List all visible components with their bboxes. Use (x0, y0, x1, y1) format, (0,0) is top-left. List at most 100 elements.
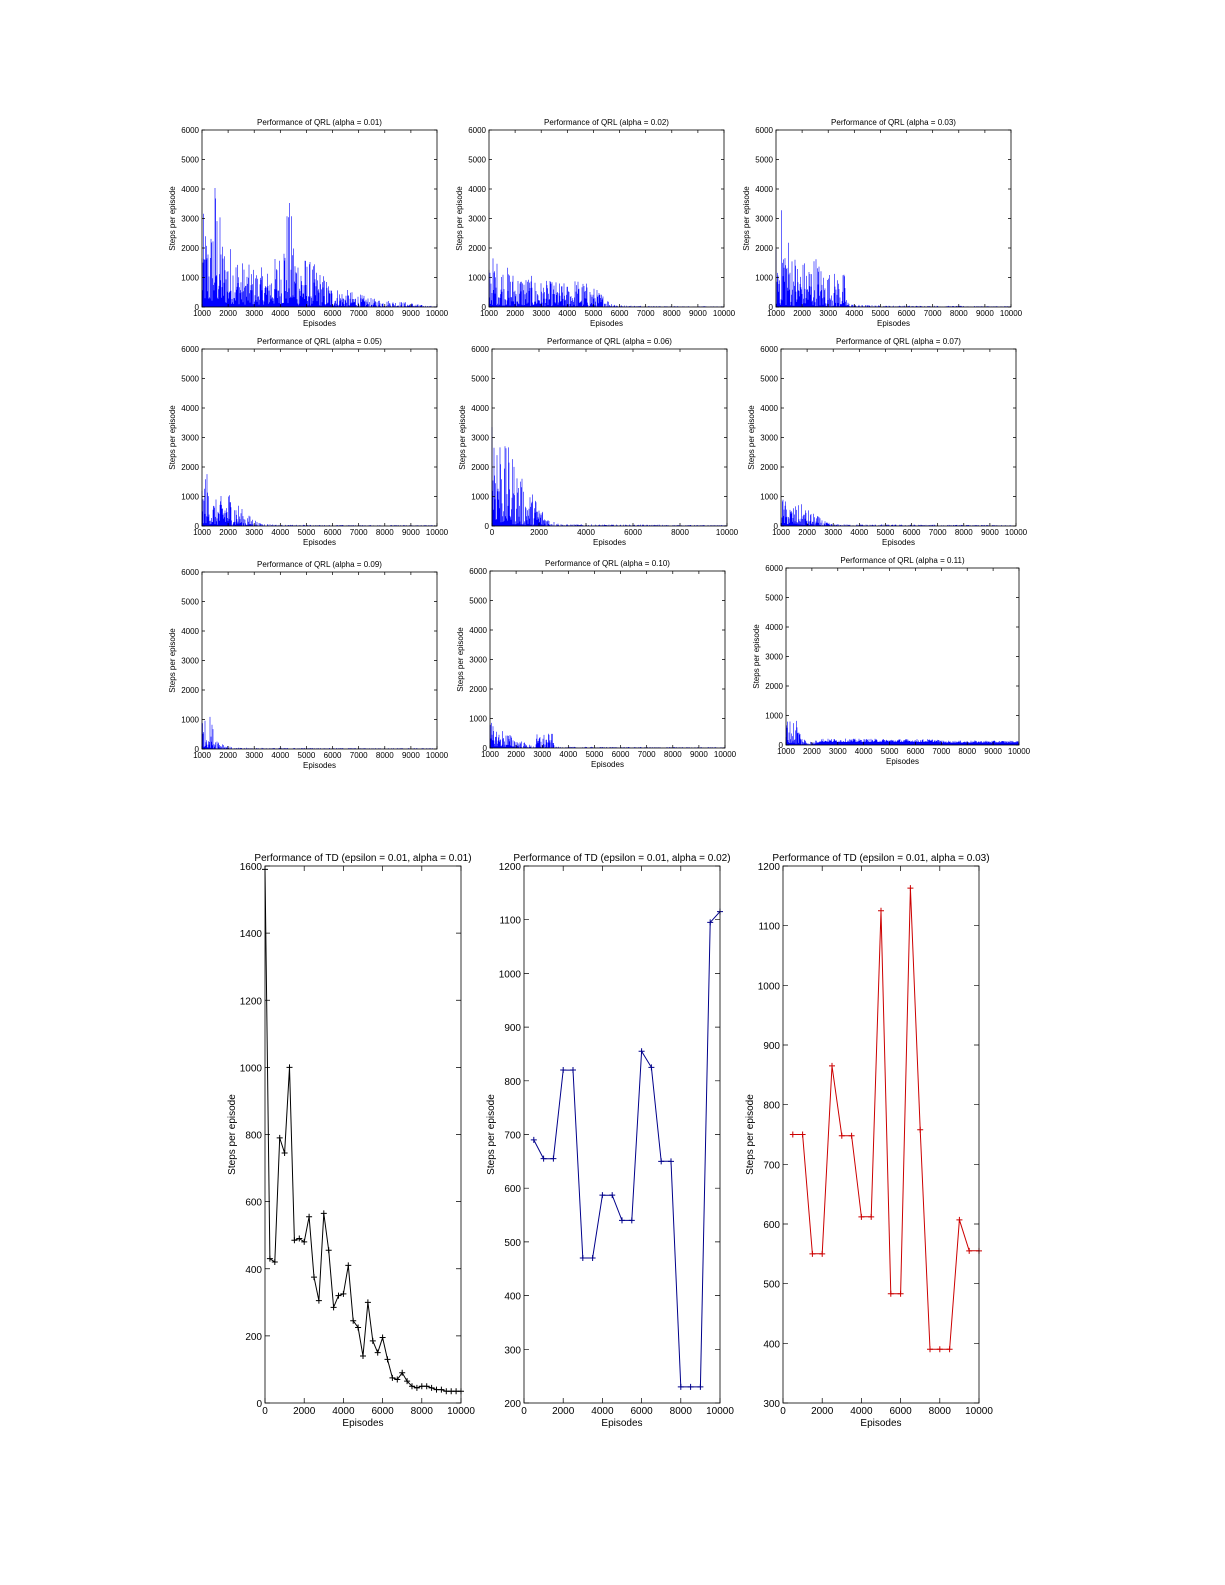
x-tick-label: 10000 (1005, 528, 1028, 537)
data-point (927, 1346, 933, 1353)
chart-7: 1000 2000 3000 4000 5000 6000 7000 8000 9000 1000… (168, 560, 449, 770)
x-tick-label: 8000 (376, 751, 394, 760)
x-tick-label: 7000 (350, 751, 368, 760)
y-tick-label: 600 (763, 1220, 780, 1231)
x-tick-label: 8000 (411, 1406, 434, 1417)
x-tick-label: 3000 (245, 751, 263, 760)
x-tick-label: 6000 (324, 309, 342, 318)
x-tick-label: 9000 (402, 528, 420, 537)
x-tick-label: 2000 (219, 751, 237, 760)
x-tick-label: 6000 (611, 309, 629, 318)
x-tick-label: 2000 (793, 309, 811, 318)
data-point (609, 1192, 616, 1199)
y-axis-label: Steps per episode (745, 1094, 756, 1175)
x-axis-label: Episodes (590, 319, 623, 328)
x-tick-label: 4000 (332, 1406, 355, 1417)
x-tick-label: 8000 (376, 309, 394, 318)
data-point (409, 1383, 415, 1390)
x-tick-label: 1000 (193, 751, 211, 760)
y-tick-label: 3000 (471, 434, 489, 443)
x-tick-label: 6000 (324, 528, 342, 537)
y-tick-label: 4000 (765, 623, 783, 632)
data-point (281, 1149, 288, 1156)
x-tick-label: 7000 (932, 747, 950, 756)
data-spikes (201, 716, 437, 749)
x-tick-label: 8000 (663, 309, 681, 318)
x-tick-label: 9000 (976, 309, 994, 318)
x-tick-label: 6000 (889, 1406, 912, 1417)
y-tick-label: 900 (763, 1041, 780, 1052)
x-tick-label: 5000 (298, 751, 316, 760)
x-tick-label: 7000 (924, 309, 942, 318)
x-tick-label: 9000 (402, 751, 420, 760)
x-tick-label: 6000 (612, 750, 630, 759)
chart-title: Performance of TD (epsilon = 0.01, alpha… (513, 853, 730, 864)
x-tick-label: 4000 (850, 1406, 873, 1417)
chart-title: Performance of QRL (alpha = 0.06) (547, 337, 672, 346)
x-tick-label: 9000 (690, 750, 708, 759)
data-point (384, 1356, 391, 1363)
data-point (887, 1290, 894, 1297)
chart-6: 1000 2000 3000 4000 5000 6000 7000 8000 9000 1000… (747, 337, 1028, 547)
x-tick-label: 9000 (402, 309, 420, 318)
y-tick-label: 0 (779, 741, 784, 750)
y-tick-label: 2000 (181, 244, 199, 253)
y-tick-label: 2000 (765, 682, 783, 691)
y-tick-label: 2000 (181, 686, 199, 695)
data-point (809, 1250, 816, 1257)
x-tick-label: 6000 (907, 747, 925, 756)
data-spikes (775, 210, 1011, 307)
x-tick-label: 7000 (350, 309, 368, 318)
x-tick-label: 6000 (371, 1406, 394, 1417)
x-tick-label: 6000 (630, 1406, 653, 1417)
y-tick-label: 1100 (499, 916, 521, 927)
x-axis-label: Episodes (601, 1418, 642, 1429)
data-spikes (491, 427, 727, 526)
y-tick-label: 4000 (468, 185, 486, 194)
y-axis-label: Steps per episode (747, 405, 756, 470)
chart-2: 1000 2000 3000 4000 5000 6000 7000 8000 9000 1000… (455, 118, 736, 328)
plot-frame (489, 570, 726, 749)
data-point (658, 1158, 665, 1165)
y-tick-label: 4000 (469, 626, 487, 635)
x-tick-label: 10000 (426, 309, 449, 318)
data-spikes (489, 722, 725, 748)
data-point (266, 1255, 273, 1262)
x-tick-label: 2000 (798, 528, 816, 537)
x-axis-label: Episodes (877, 319, 910, 328)
x-tick-label: 10000 (716, 528, 739, 537)
chart-title: Performance of QRL (alpha = 0.09) (257, 560, 382, 569)
data-point (306, 1213, 313, 1220)
chart-title: Performance of QRL (alpha = 0.02) (544, 118, 669, 127)
data-point (296, 1235, 303, 1242)
data-point (799, 1131, 806, 1138)
y-tick-label: 1600 (240, 862, 263, 873)
y-tick-label: 4000 (181, 185, 199, 194)
data-point (868, 1213, 875, 1220)
y-tick-label: 3000 (181, 657, 199, 666)
data-point (286, 1064, 293, 1071)
y-axis-label: Steps per episode (168, 186, 177, 251)
x-tick-label: 9000 (689, 309, 707, 318)
chart-8: 1000 2000 3000 4000 5000 6000 7000 8000 9000 1000… (456, 559, 737, 769)
y-tick-label: 500 (763, 1280, 780, 1291)
x-axis-label: Episodes (886, 757, 919, 766)
y-tick-label: 800 (763, 1101, 780, 1112)
data-point (648, 1064, 655, 1071)
chart-10: 0 2000 4000 6000 8000 10000 0 200 400 600 800 1000 1… (227, 853, 475, 1429)
y-tick-label: 300 (504, 1345, 521, 1356)
data-point (423, 1383, 430, 1390)
x-tick-label: 8000 (929, 1406, 952, 1417)
x-tick-label: 7000 (638, 750, 656, 759)
x-tick-label: 5000 (298, 309, 316, 318)
data-point (325, 1247, 332, 1254)
x-tick-label: 10000 (426, 751, 449, 760)
data-point (789, 1131, 796, 1138)
series-line (533, 911, 721, 1388)
y-tick-label: 2000 (469, 685, 487, 694)
y-tick-label: 2000 (181, 463, 199, 472)
data-point (340, 1290, 347, 1297)
y-tick-label: 1000 (755, 274, 773, 283)
y-tick-label: 200 (245, 1332, 262, 1343)
y-tick-label: 1000 (181, 493, 199, 502)
